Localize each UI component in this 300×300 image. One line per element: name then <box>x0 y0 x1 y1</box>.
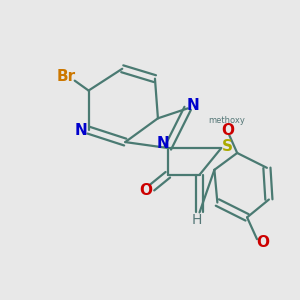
Text: S: S <box>222 139 233 154</box>
Text: N: N <box>75 123 88 138</box>
Text: N: N <box>187 98 200 113</box>
Text: O: O <box>221 123 234 138</box>
Text: N: N <box>157 136 170 151</box>
Text: methoxy: methoxy <box>208 116 245 125</box>
Text: H: H <box>191 213 202 227</box>
Text: O: O <box>256 235 269 250</box>
Text: O: O <box>140 183 152 198</box>
Text: Br: Br <box>56 69 75 84</box>
